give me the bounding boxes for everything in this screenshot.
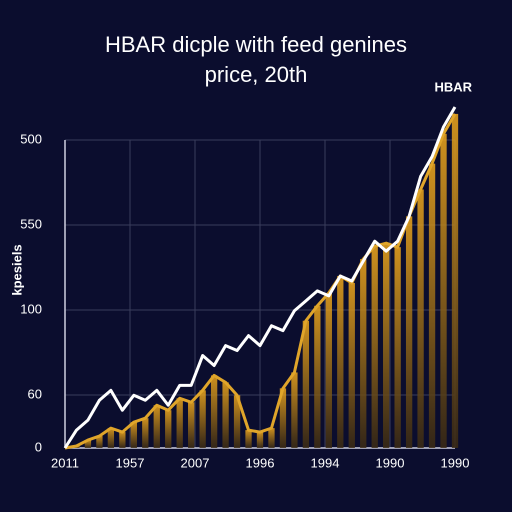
- x-tick-label: 1990: [376, 455, 405, 470]
- bar: [383, 243, 390, 448]
- bar: [394, 247, 401, 448]
- bar: [405, 216, 413, 448]
- bar: [291, 372, 298, 448]
- chart-subtitle: price, 20th: [205, 62, 308, 87]
- bar: [440, 133, 447, 448]
- bar: [176, 398, 183, 448]
- bar: [314, 305, 321, 448]
- x-tick-label: 1957: [116, 455, 145, 470]
- bar: [325, 292, 332, 448]
- bar: [222, 382, 229, 448]
- bar: [371, 246, 378, 448]
- y-tick-label: 550: [20, 216, 42, 231]
- bar: [84, 440, 92, 448]
- y-axis-title: kpesiels: [9, 244, 24, 295]
- y-tick-label: 100: [20, 301, 42, 316]
- x-tick-label: 2011: [51, 455, 79, 470]
- bar: [428, 163, 436, 449]
- bar: [256, 432, 264, 448]
- bar: [142, 418, 149, 448]
- x-tick-label: 2007: [181, 455, 210, 470]
- bar: [360, 259, 367, 448]
- bar: [302, 320, 310, 448]
- y-tick-label: 60: [28, 386, 42, 401]
- bar: [451, 113, 459, 449]
- bar: [153, 405, 160, 448]
- legend-label: HBAR: [434, 79, 472, 94]
- bar: [107, 428, 115, 448]
- x-tick-label: 1994: [311, 455, 340, 470]
- bar: [233, 395, 241, 448]
- bar: [268, 428, 275, 448]
- x-tick-label: 1990: [441, 455, 470, 470]
- bar: [130, 422, 137, 448]
- bar: [245, 430, 252, 448]
- bar: [165, 410, 172, 448]
- bar: [417, 189, 424, 448]
- line: [63, 106, 457, 449]
- bar: [348, 282, 355, 448]
- y-tick-label: 0: [35, 439, 42, 454]
- bar: [199, 390, 206, 448]
- bar: [337, 275, 344, 448]
- line: [64, 113, 457, 450]
- chart-title: HBAR dicple with feed genines: [105, 32, 407, 57]
- bar: [279, 388, 287, 448]
- bar: [119, 432, 126, 448]
- y-tick-label: 500: [20, 131, 42, 146]
- bar: [210, 375, 218, 448]
- bar: [188, 402, 195, 448]
- bar: [96, 436, 103, 448]
- x-tick-label: 1996: [246, 455, 275, 470]
